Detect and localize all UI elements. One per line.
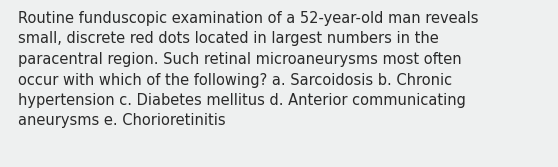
Text: hypertension c. Diabetes mellitus d. Anterior communicating: hypertension c. Diabetes mellitus d. Ant… (18, 93, 466, 108)
Text: small, discrete red dots located in largest numbers in the: small, discrete red dots located in larg… (18, 32, 439, 46)
Text: occur with which of the following? a. Sarcoidosis b. Chronic: occur with which of the following? a. Sa… (18, 72, 452, 88)
Text: aneurysms e. Chorioretinitis: aneurysms e. Chorioretinitis (18, 114, 225, 128)
Text: Routine funduscopic examination of a 52-year-old man reveals: Routine funduscopic examination of a 52-… (18, 11, 479, 26)
Text: paracentral region. Such retinal microaneurysms most often: paracentral region. Such retinal microan… (18, 52, 461, 67)
